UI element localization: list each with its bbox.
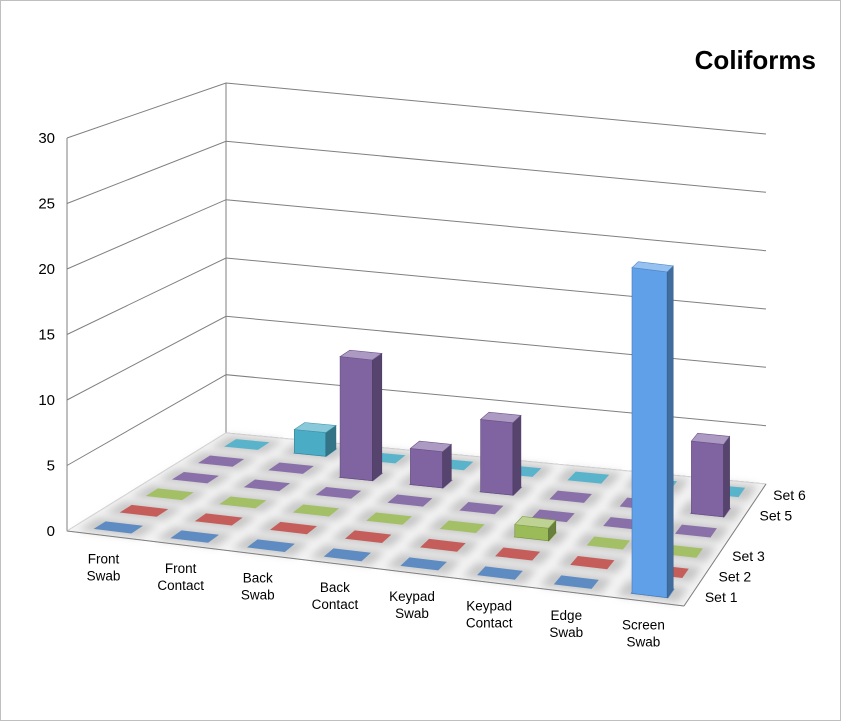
x-axis-line bbox=[66, 530, 685, 607]
floor-tile bbox=[229, 475, 305, 495]
floor-tile bbox=[535, 486, 606, 507]
floor-tile bbox=[104, 501, 184, 521]
x-tick-label: Back Contact bbox=[312, 580, 359, 612]
floor-tile bbox=[204, 492, 282, 513]
x-tick-label: Screen Swab bbox=[622, 617, 665, 649]
bar bbox=[339, 349, 383, 482]
floor-tile bbox=[301, 483, 376, 503]
depth-tick-label: Set 6 bbox=[773, 487, 806, 503]
depth-tick-label: Set 2 bbox=[719, 569, 752, 585]
floor-tile bbox=[572, 532, 644, 554]
x-tick-label: Back Swab bbox=[241, 570, 275, 602]
depth-tick-label: Set 3 bbox=[732, 548, 765, 564]
floor-tile bbox=[330, 526, 406, 548]
x-tick-label: Front Contact bbox=[157, 561, 204, 593]
bar bbox=[479, 411, 522, 496]
floor-tile bbox=[425, 516, 499, 538]
x-tick-label: Keypad Swab bbox=[389, 589, 435, 621]
bar bbox=[631, 261, 674, 599]
depth-axis-line bbox=[683, 483, 767, 607]
bar bbox=[409, 440, 453, 489]
bar bbox=[293, 422, 337, 457]
y-tick-label: 30 bbox=[38, 130, 55, 147]
y-tick-label: 25 bbox=[38, 196, 55, 213]
gridline-20 bbox=[66, 199, 767, 270]
floor-tile bbox=[183, 452, 259, 471]
floor-tile bbox=[385, 553, 462, 575]
y-tick-label: 20 bbox=[38, 261, 55, 278]
x-tick-label: Front Swab bbox=[87, 552, 121, 584]
floor-tile bbox=[278, 500, 354, 521]
bar bbox=[690, 432, 731, 518]
y-tick-label: 15 bbox=[38, 327, 55, 344]
y-axis: 0 5 10 15 20 25 30 bbox=[38, 130, 55, 540]
floor-tile bbox=[209, 435, 284, 454]
floor bbox=[65, 432, 767, 607]
bars bbox=[293, 261, 731, 599]
x-axis: Front Swab Front Contact Back Swab Back Contact… bbox=[66, 530, 685, 649]
gridline-30 bbox=[66, 82, 767, 139]
floor-tile bbox=[253, 458, 328, 478]
y-tick-label: 5 bbox=[47, 458, 55, 475]
floor-tile bbox=[556, 551, 629, 574]
y-tick-label: 0 bbox=[47, 523, 55, 540]
depth-tick-label: Set 1 bbox=[705, 589, 738, 605]
floor-tile bbox=[462, 562, 537, 584]
floor-tile bbox=[554, 467, 623, 488]
chart-title: Coliforms bbox=[695, 45, 816, 75]
floor-tile bbox=[231, 535, 310, 557]
x-tick-label: Keypad Contact bbox=[466, 599, 513, 631]
floor-tile bbox=[539, 571, 613, 594]
floor-tile bbox=[480, 543, 555, 565]
y-tick-label: 10 bbox=[38, 392, 55, 409]
gridlines bbox=[66, 82, 767, 532]
floor-tile bbox=[179, 509, 258, 530]
floor-tile bbox=[351, 508, 427, 529]
floor-tile bbox=[154, 526, 235, 547]
floor-tile bbox=[130, 484, 209, 504]
floor-tile bbox=[445, 498, 518, 519]
floor-tile bbox=[254, 518, 332, 539]
floor-tile bbox=[661, 520, 730, 542]
floor-tile bbox=[308, 544, 386, 566]
floor-tile bbox=[156, 468, 234, 488]
floor-tile bbox=[405, 534, 480, 556]
depth-axis: Set 1 Set 2 Set 3 Set 5 Set 6 bbox=[683, 483, 806, 607]
gridline-25 bbox=[66, 140, 767, 204]
floor-tile bbox=[373, 490, 447, 511]
x-tick-label: Edge Swab bbox=[549, 608, 583, 640]
depth-tick-label: Set 5 bbox=[760, 508, 793, 524]
bar bbox=[514, 516, 557, 542]
floor-tile bbox=[77, 517, 159, 538]
